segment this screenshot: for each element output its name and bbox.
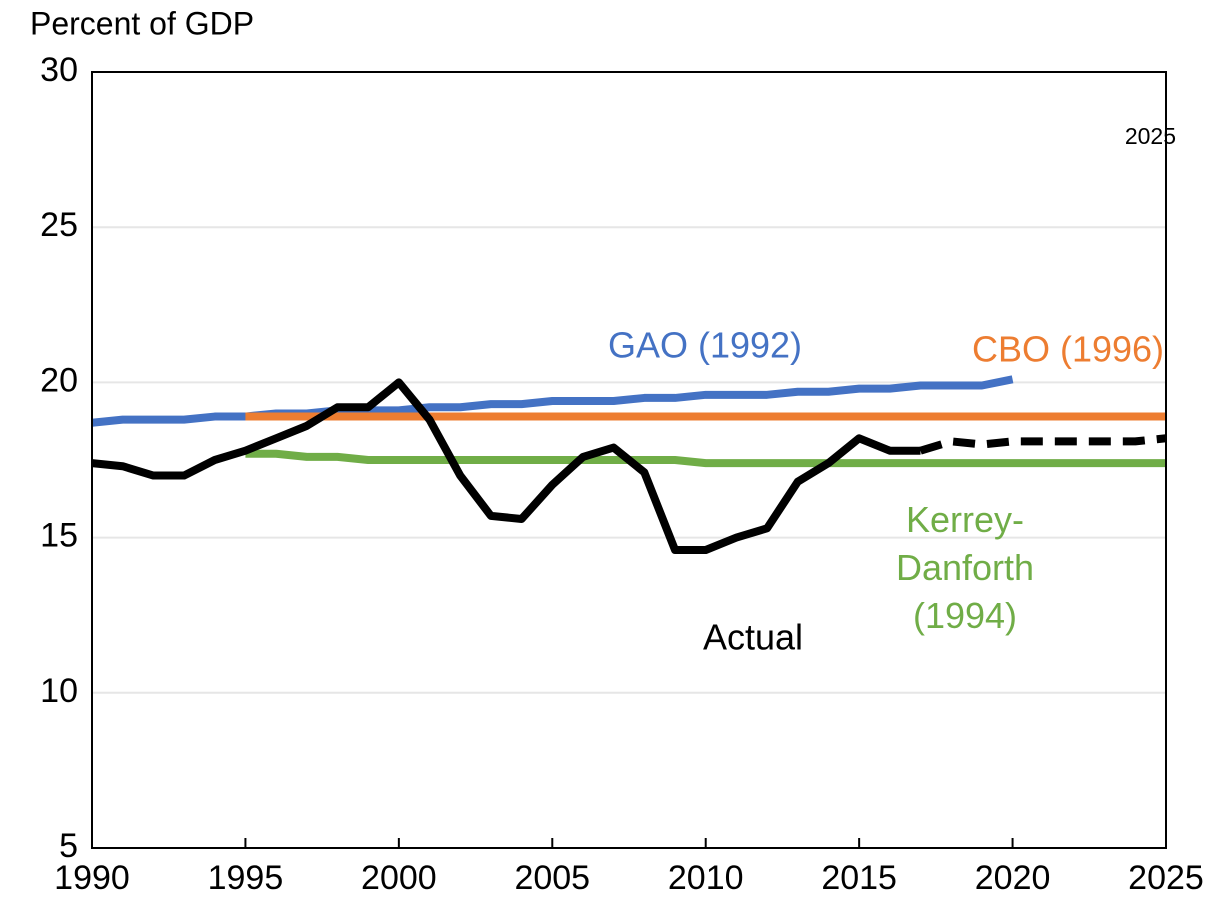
annotation: 2025 [1125, 123, 1176, 149]
y-tick-label: 30 [40, 51, 78, 89]
x-tick-label: 1995 [208, 859, 284, 897]
y-tick-label: 20 [40, 361, 78, 399]
x-tick-label: 2025 [1128, 859, 1204, 897]
series-label: Kerrey-Danforth (1994) [896, 499, 1034, 636]
series-line [245, 449, 1166, 468]
series-label: CBO (1996) [972, 329, 1164, 370]
x-tick-label: 2000 [361, 859, 437, 897]
series-line [91, 378, 921, 555]
x-tick-label: 1990 [54, 859, 130, 897]
y-tick-label: 5 [59, 827, 78, 865]
series-label: GAO (1992) [608, 325, 802, 366]
x-tick-label: 2020 [975, 859, 1051, 897]
y-axis-label: Percent of GDP [30, 5, 254, 41]
x-tick-label: 2010 [668, 859, 744, 897]
y-tick-label: 15 [40, 517, 78, 555]
plot-frame [91, 71, 1167, 849]
series-label: Actual [703, 617, 803, 658]
series-line [919, 434, 1167, 455]
x-tick-label: 2015 [821, 859, 897, 897]
y-tick-label: 10 [40, 672, 78, 710]
x-tick-label: 2005 [514, 859, 590, 897]
y-tick-label: 25 [40, 206, 78, 244]
